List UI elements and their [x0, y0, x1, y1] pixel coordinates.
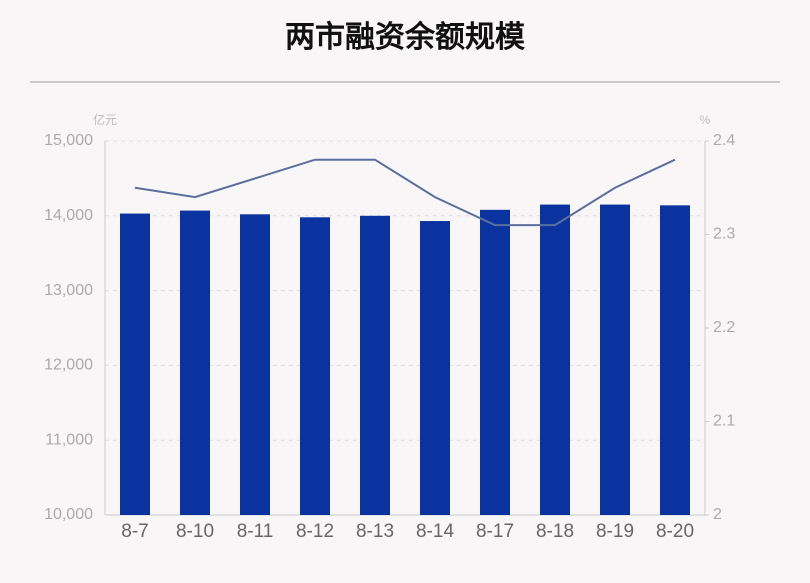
x-tick-label: 8-20: [656, 521, 694, 542]
y-tick-label: 12,000: [44, 357, 93, 374]
x-tick-label: 8-17: [476, 521, 514, 542]
y-tick-label: 13,000: [44, 282, 93, 299]
x-tick-label: 8-14: [416, 521, 454, 542]
y2-unit: %: [700, 113, 711, 127]
bar: [540, 204, 570, 515]
y-tick-label: 14,000: [44, 207, 93, 224]
line: [134, 158, 676, 227]
chart-title: 两市融资余额规模: [285, 20, 525, 54]
bar: [600, 204, 630, 515]
bar: [360, 215, 390, 516]
bar: [660, 205, 690, 515]
y-tick-label: 10,000: [44, 506, 93, 523]
y2-tick-label: 2: [713, 506, 722, 523]
bar: [120, 213, 150, 515]
bar: [300, 217, 330, 515]
y-tick-label: 11,000: [45, 431, 93, 448]
y-tick-label: 15,000: [44, 132, 93, 149]
y-unit: 亿元: [93, 112, 117, 127]
bar: [480, 209, 510, 516]
x-tick-label: 8-7: [121, 521, 148, 542]
x-tick-label: 8-11: [237, 521, 274, 542]
bar: [240, 214, 270, 515]
y2-tick-label: 2.3: [713, 226, 735, 243]
x-tick-label: 8-10: [176, 521, 214, 542]
x-tick-label: 8-13: [356, 521, 394, 542]
y2-tick-label: 2.2: [713, 319, 735, 336]
x-tick-label: 8-12: [296, 521, 334, 542]
bar: [180, 210, 210, 515]
bar: [420, 221, 450, 515]
x-tick-label: 8-18: [536, 521, 574, 542]
y2-tick-label: 2.1: [713, 413, 735, 430]
y2-tick-label: 2.4: [713, 132, 735, 149]
x-tick-label: 8-19: [596, 521, 634, 542]
